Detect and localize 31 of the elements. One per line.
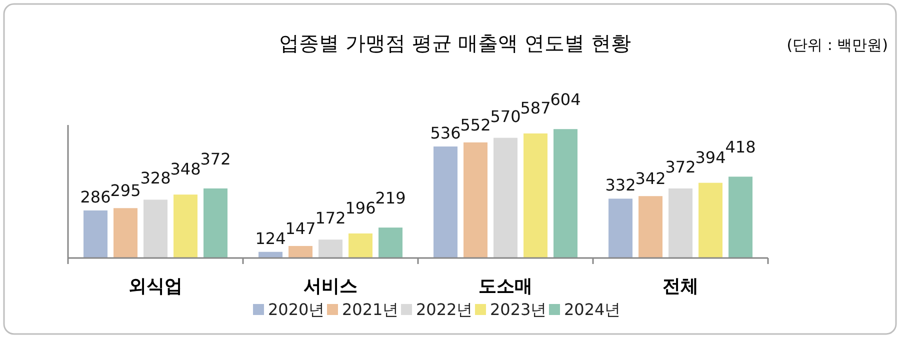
- data-label: 552: [460, 115, 491, 134]
- data-label: 286: [80, 187, 111, 206]
- data-label: 196: [345, 198, 376, 218]
- legend-label: 2022년: [416, 300, 473, 319]
- x-tick-label: 외식업: [128, 276, 182, 297]
- legend-label: 2023년: [490, 300, 547, 319]
- chart-title: 업종별 가맹점 평균 매출액 연도별 현황: [279, 31, 631, 55]
- x-tick-label: 전체: [662, 276, 698, 297]
- data-label: 348: [170, 160, 201, 179]
- data-label: 394: [695, 148, 726, 167]
- data-label: 536: [430, 123, 461, 142]
- x-tick-label: 도소매: [478, 276, 532, 297]
- data-label: 124: [255, 228, 286, 248]
- data-label: 295: [110, 181, 141, 200]
- data-label: 570: [490, 106, 521, 126]
- data-label: 147: [285, 218, 316, 238]
- data-label: 332: [605, 176, 636, 195]
- data-label: 372: [665, 157, 696, 176]
- text: (단위 : 백만원): [786, 36, 888, 54]
- data-label: 219: [375, 188, 406, 208]
- data-label: 372: [200, 149, 231, 168]
- data-label: 342: [635, 169, 666, 188]
- data-label: 418: [725, 138, 756, 157]
- legend-label: 2024년: [564, 300, 621, 319]
- data-label: 604: [550, 90, 581, 110]
- legend-label: 2020년: [268, 300, 325, 319]
- legend-label: 2021년: [342, 300, 399, 319]
- x-tick-label: 서비스: [304, 276, 358, 297]
- data-label: 587: [520, 98, 551, 118]
- data-label: 172: [315, 208, 346, 228]
- data-label: 328: [140, 168, 171, 188]
